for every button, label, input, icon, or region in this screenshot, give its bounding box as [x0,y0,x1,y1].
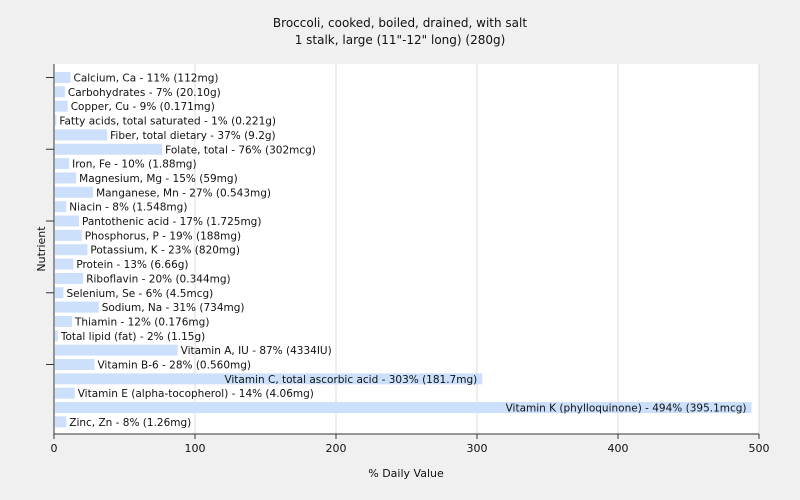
bar-label: Vitamin B-6 - 28% (0.560mg) [97,360,251,372]
chart-title: Broccoli, cooked, boiled, drained, with … [273,16,527,30]
bar [55,402,752,414]
bar-label: Vitamin E (alpha-tocopherol) - 14% (4.06… [78,388,314,400]
bar [55,115,57,127]
x-tick-label: 0 [51,442,58,455]
bar-label: Potassium, K - 23% (820mg) [90,245,240,257]
bar [55,315,72,327]
bar [55,229,82,241]
bar-label: Selenium, Se - 6% (4.5mcg) [66,288,213,300]
bars: Calcium, Ca - 11% (112mg) Carbohydrates -… [55,72,752,429]
bar [55,272,84,284]
bar-label: Carbohydrates - 7% (20.10g) [68,87,221,99]
x-axis-label: % Daily Value [368,467,444,480]
bar-label: Vitamin A, IU - 87% (4334IU) [181,345,332,357]
bar [55,201,67,213]
bar [55,416,67,428]
x-tick-label: 500 [749,442,770,455]
chart-subtitle: 1 stalk, large (11"-12" long) (280g) [295,33,506,47]
bar-label: Magnesium, Mg - 15% (59mg) [79,173,238,185]
bar-label: Phosphorus, P - 19% (188mg) [85,230,241,242]
bar [55,373,483,385]
bar-label: Iron, Fe - 10% (1.88mg) [72,159,196,171]
bar-label: Vitamin K (phylloquinone) - 494% (395.1m… [506,403,747,415]
bar-label: Total lipid (fat) - 2% (1.15g) [60,331,205,343]
bar-label: Fatty acids, total saturated - 1% (0.221… [59,116,276,128]
bar [55,244,88,256]
bar [55,72,71,83]
x-tick-label: 300 [467,442,488,455]
axes: 0 100 200 300 400 500 [46,64,770,455]
bar [55,172,77,184]
x-tick-label: 200 [326,442,347,455]
x-tick-label: 400 [608,442,629,455]
bar [55,158,70,170]
bar-label: Manganese, Mn - 27% (0.543mg) [96,187,271,199]
grid-lines [194,64,760,434]
bar [55,287,64,299]
bar-label: Folate, total - 76% (302mcg) [165,144,316,156]
bar [55,359,95,370]
bar [55,143,163,155]
x-tick-label: 100 [185,442,206,455]
bar-label: Calcium, Ca - 11% (112mg) [74,73,219,85]
bar [55,186,94,198]
bar-label: Zinc, Zn - 8% (1.26mg) [69,417,191,429]
bar-label: Pantothenic acid - 17% (1.725mg) [82,216,261,228]
bar-label: Sodium, Na - 31% (734mg) [102,302,245,314]
bar-label: Riboflavin - 20% (0.344mg) [86,273,230,285]
bar-label: Thiamin - 12% (0.176mg) [74,316,210,328]
bar [55,86,65,98]
bar-label: Protein - 13% (6.66g) [76,259,188,271]
bar [55,301,99,313]
bar-label: Niacin - 8% (1.548mg) [69,202,187,214]
y-axis-label: Nutrient [35,226,48,272]
bar [55,258,74,270]
bar [55,344,178,356]
bar [55,330,58,342]
bar [55,129,108,141]
bar [55,100,68,112]
bar-label: Copper, Cu - 9% (0.171mg) [71,101,215,113]
bar-label: Fiber, total dietary - 37% (9.2g) [110,130,275,142]
bar [55,215,79,227]
bar-label: Vitamin C, total ascorbic acid - 303% (1… [224,374,477,386]
plot-area [54,64,759,434]
bar [55,387,75,399]
